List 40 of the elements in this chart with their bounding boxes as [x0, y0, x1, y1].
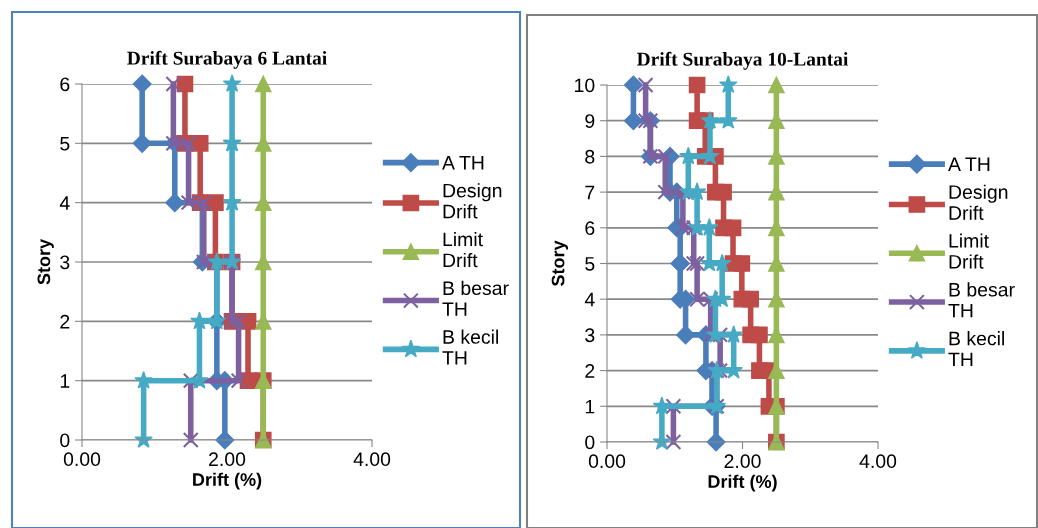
y-tick-label: 2	[60, 314, 70, 329]
y-tick-label: 7	[585, 185, 595, 200]
x-tick-label: 0.00	[63, 452, 101, 467]
y-tick-label: 0	[60, 433, 70, 448]
legend-label: B kecil TH	[442, 329, 498, 365]
y-axis-title: Story	[37, 239, 54, 285]
x-axis-title: Drift (%)	[193, 472, 262, 490]
y-tick-label: 4	[584, 292, 595, 307]
legend-label: Design Drift	[949, 184, 1008, 220]
y-tick-label: 10	[575, 78, 595, 93]
legend-label: B besar TH	[948, 282, 1015, 318]
x-tick-label: 4.00	[353, 452, 391, 467]
x-tick-label: 2.00	[209, 452, 246, 467]
y-tick-label: 9	[585, 114, 595, 128]
chart-title: Drift Surabaya 6 Lantai	[127, 50, 327, 69]
legend-label: Limit Drift	[949, 233, 989, 269]
y-tick-label: 1	[60, 374, 70, 388]
y-tick-label: 2	[585, 364, 595, 378]
y-tick-label: 0	[585, 435, 595, 450]
legend-label: A TH	[948, 157, 990, 171]
x-tick-label: 0.00	[588, 454, 626, 469]
y-tick-label: 1	[585, 399, 595, 414]
y-tick-label: 4	[59, 196, 70, 210]
legend-label: B kecil TH	[948, 331, 1004, 367]
y-axis-title: Story	[551, 240, 569, 287]
y-tick-label: 5	[60, 137, 70, 151]
y-tick-label: 6	[585, 221, 595, 236]
y-tick-label: 6	[60, 77, 70, 92]
chart-title: Drift Surabaya 10-Lantai	[636, 51, 849, 70]
y-tick-label: 3	[585, 328, 595, 343]
x-tick-label: 4.00	[859, 454, 897, 469]
y-tick-label: 5	[585, 257, 595, 271]
x-axis-title: Drift (%)	[708, 474, 777, 492]
x-tick-label: 2.00	[724, 454, 761, 469]
y-tick-label: 8	[585, 149, 595, 164]
legend-label: Limit Drift	[443, 231, 483, 268]
legend-label: Design Drift	[443, 183, 502, 219]
legend-label: A TH	[442, 156, 484, 170]
y-tick-label: 3	[60, 255, 70, 270]
legend-label: B besar TH	[442, 280, 509, 316]
